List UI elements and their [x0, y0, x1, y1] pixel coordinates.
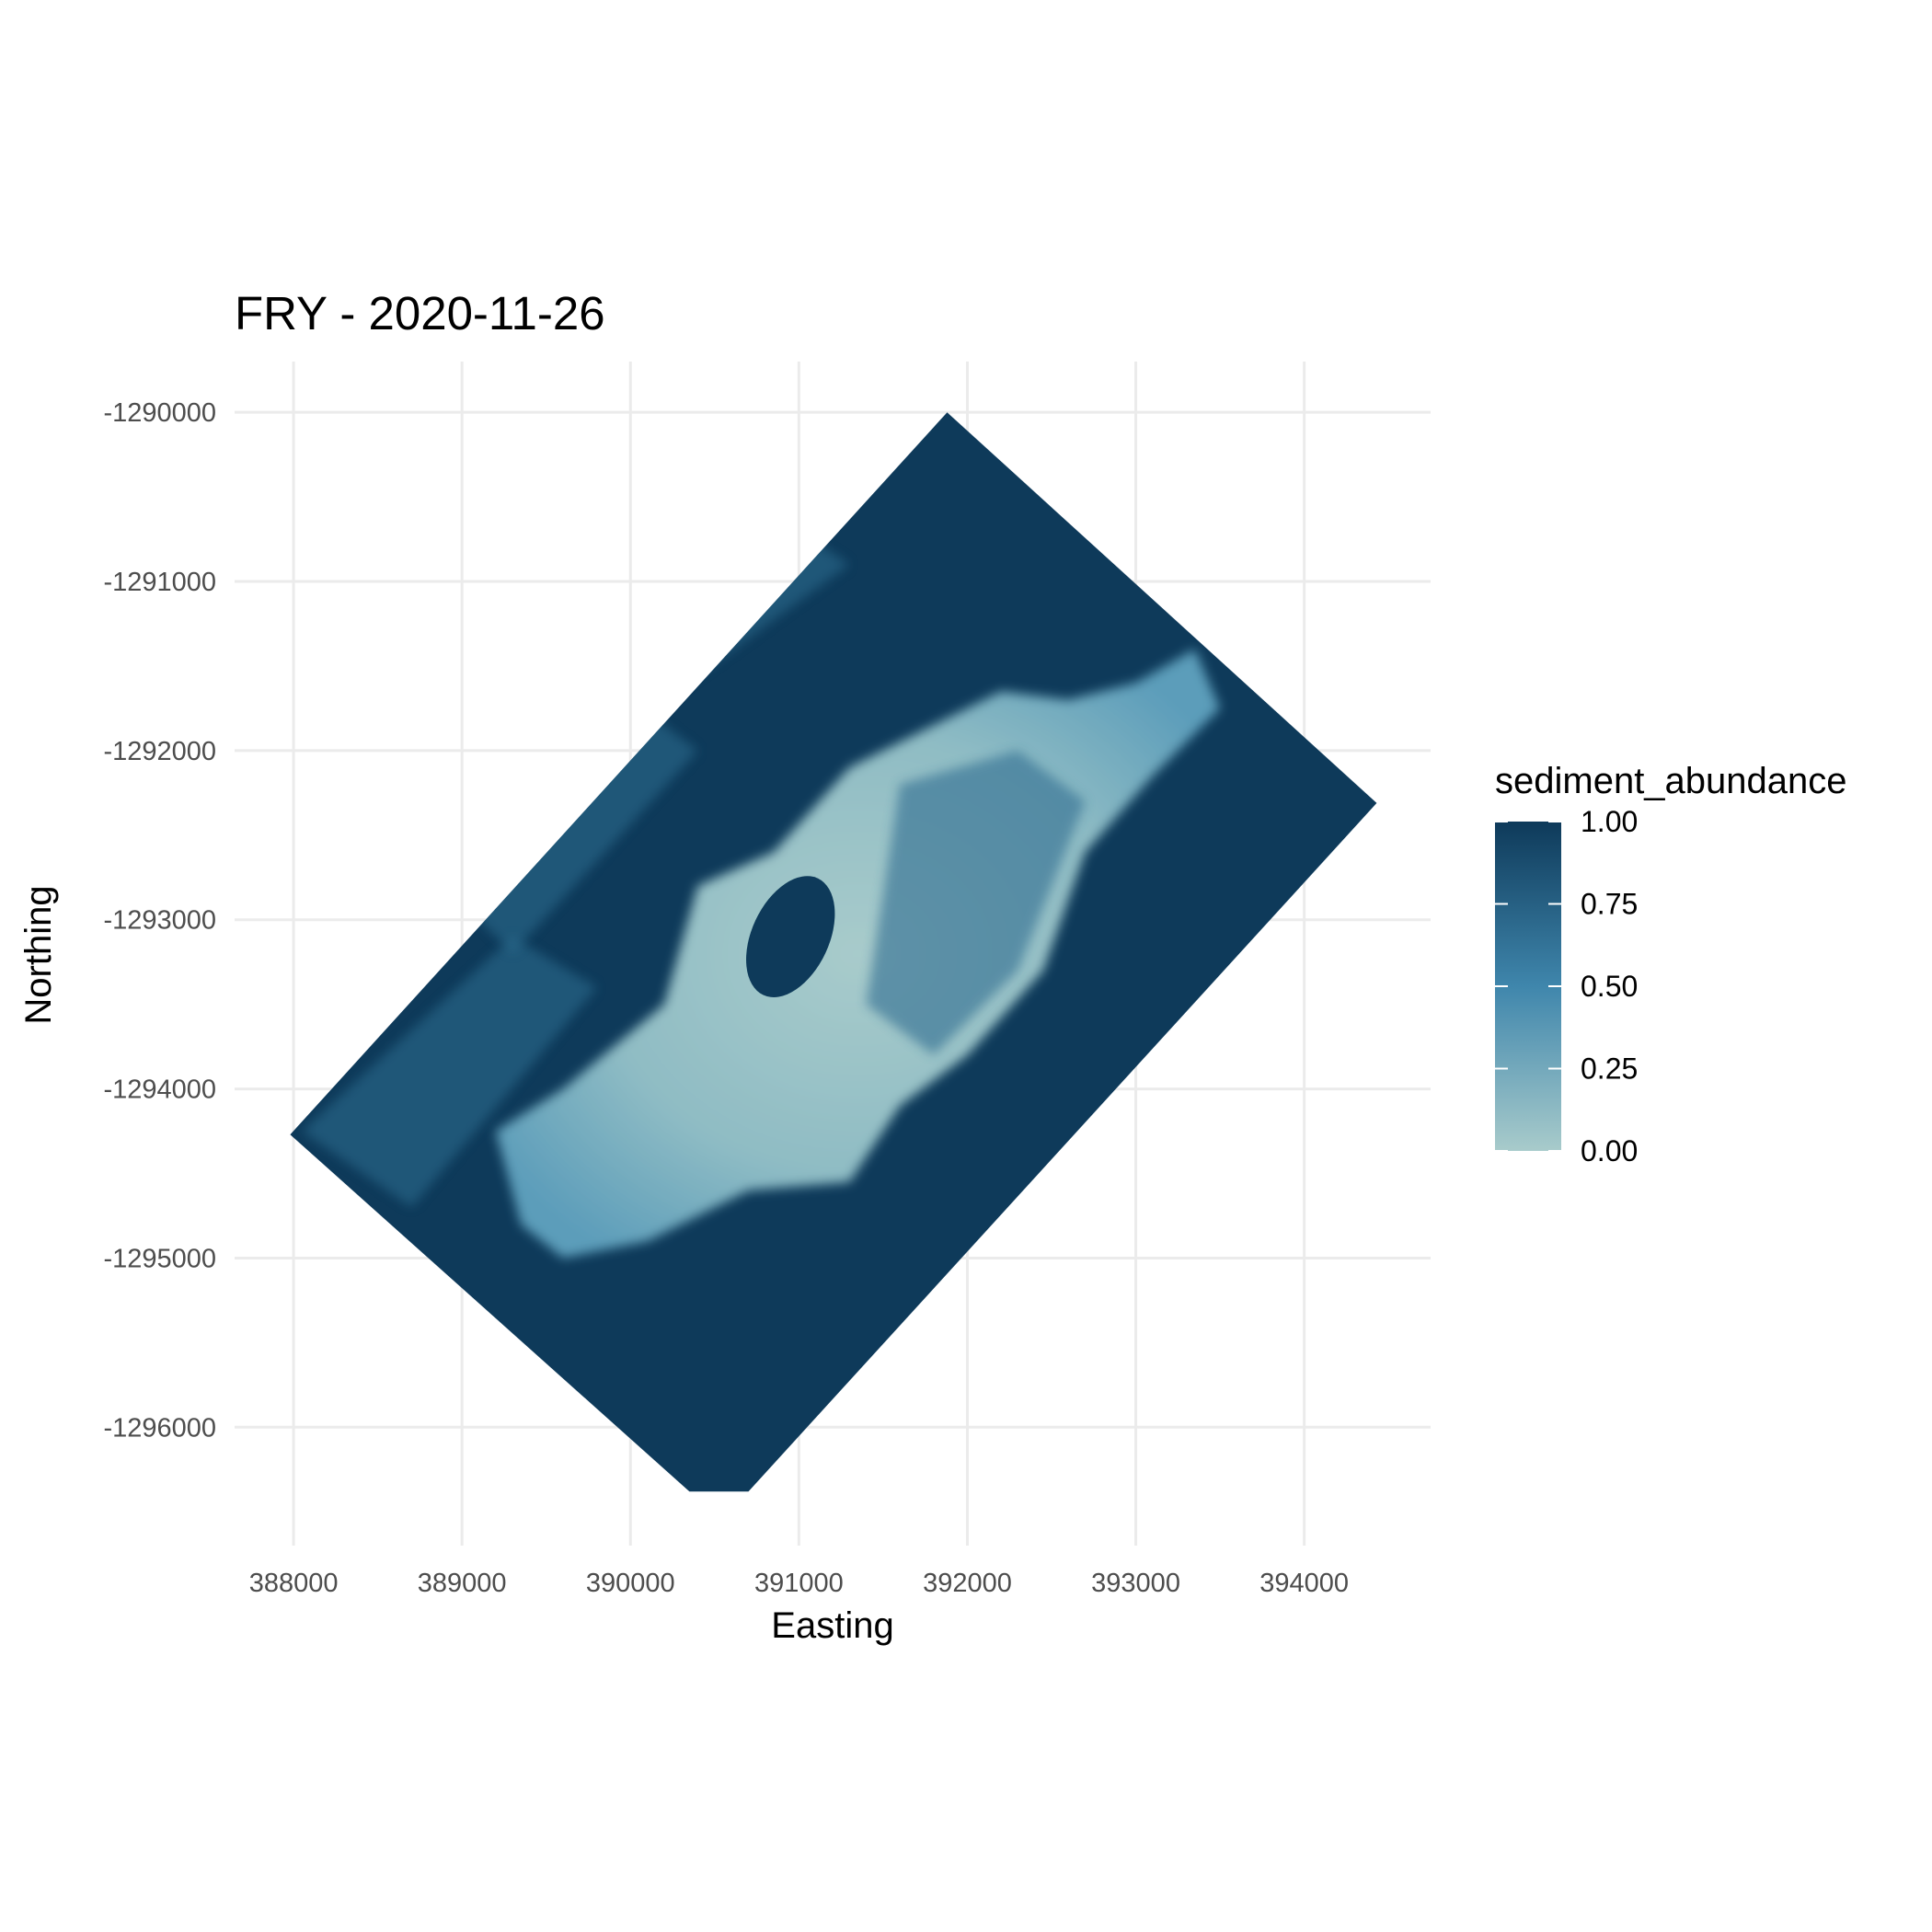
legend: sediment_abundance 1.00 0.75 0.50 0.25 0.00: [1495, 761, 1847, 1167]
raster-layer: [290, 412, 1377, 1492]
legend-ticks: 1.00 0.75 0.50 0.25 0.00: [1495, 805, 1638, 1167]
x-tick-label: 388000: [249, 1569, 339, 1598]
y-tick-label: -1296000: [103, 1413, 216, 1443]
y-tick-label: -1295000: [103, 1244, 216, 1273]
y-axis-title: Northing: [18, 885, 59, 1024]
legend-label: 0.75: [1581, 888, 1638, 921]
legend-label: 0.50: [1581, 970, 1638, 1003]
x-tick-label: 390000: [586, 1569, 675, 1598]
x-tick-label: 393000: [1091, 1569, 1180, 1598]
x-tick-label: 394000: [1259, 1569, 1349, 1598]
y-tick-label: -1294000: [103, 1075, 216, 1105]
y-tick-labels: -1290000 -1291000 -1292000 -1293000 -1294000…: [103, 398, 216, 1443]
x-tick-label: 389000: [418, 1569, 507, 1598]
x-tick-label: 391000: [754, 1569, 844, 1598]
y-tick-label: -1293000: [103, 906, 216, 936]
x-tick-label: 392000: [923, 1569, 1012, 1598]
y-tick-label: -1291000: [103, 568, 216, 597]
x-axis-title: Easting: [771, 1605, 893, 1646]
legend-label: 1.00: [1581, 805, 1638, 838]
dark-patch: [746, 876, 835, 997]
basin-mid-patch: [866, 750, 1086, 1055]
y-tick-label: -1290000: [103, 398, 216, 428]
legend-title: sediment_abundance: [1495, 761, 1847, 801]
mid-abundance-patch-0: [302, 937, 597, 1208]
legend-label: 0.25: [1581, 1052, 1638, 1086]
x-tick-labels: 388000 389000 390000 391000 392000 393000 3940…: [249, 1569, 1349, 1598]
legend-label: 0.00: [1581, 1134, 1638, 1167]
chart-title: FRY - 2020-11-26: [235, 287, 605, 339]
y-tick-label: -1292000: [103, 737, 216, 766]
